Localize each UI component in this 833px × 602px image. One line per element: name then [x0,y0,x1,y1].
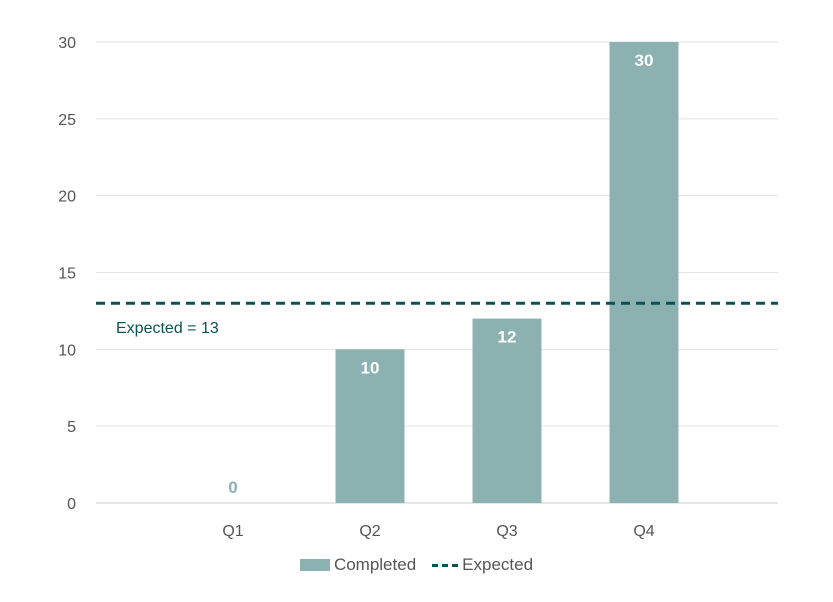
y-tick-label: 20 [58,189,76,206]
x-tick-label: Q1 [222,523,243,540]
legend-item-expected: Expected [432,555,533,575]
bar-data-label: 12 [498,328,517,347]
legend-item-completed: Completed [299,555,417,575]
bar [609,42,679,503]
x-tick-label: Q3 [496,523,517,540]
expected-reference-line: Expected = 13 [96,301,778,337]
y-tick-label: 15 [58,266,76,283]
bar-chart: 0 5 10 15 20 25 30 0 10 12 30 Q1 Q2 Q3 Q4 Expected =… [58,35,778,540]
bars: 0 10 12 30 [228,42,679,503]
y-tick-label: 10 [58,342,76,359]
legend-label-expected: Expected [462,555,534,574]
legend: Completed Expected [0,552,833,578]
expected-line-label: Expected = 13 [116,320,219,337]
gridlines [96,41,778,504]
y-tick-label: 0 [67,496,76,513]
y-axis-ticks: 0 5 10 15 20 25 30 [58,35,76,513]
bar-data-label: 10 [361,358,380,377]
x-tick-label: Q4 [633,523,654,540]
bar [472,318,542,503]
bar-data-label: 0 [228,478,237,497]
x-axis-ticks: Q1 Q2 Q3 Q4 [222,523,654,540]
bar-data-label: 30 [635,51,654,70]
legend-label-completed: Completed [333,555,417,574]
y-tick-label: 30 [58,35,76,52]
y-tick-label: 25 [58,112,76,129]
bar [335,349,405,503]
x-tick-label: Q2 [359,523,380,540]
legend-swatch-completed [299,559,330,571]
y-tick-label: 5 [67,419,76,436]
legend-swatch-expected [432,563,459,567]
